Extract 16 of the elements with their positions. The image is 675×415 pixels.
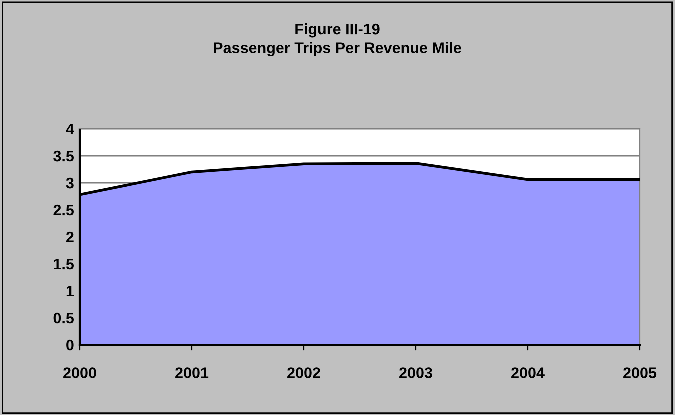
x-tick-label: 2000 bbox=[64, 368, 96, 378]
x-tick-label: 2003 bbox=[400, 368, 432, 378]
y-tick-label: 3.5 bbox=[54, 150, 74, 162]
y-tick-label: 2 bbox=[66, 232, 74, 243]
y-tick-label: 1.5 bbox=[54, 259, 74, 270]
chart-title: Figure III-19 Passenger Trips Per Revenue Mile bbox=[214, 23, 462, 57]
y-tick-label: 0.5 bbox=[54, 312, 74, 324]
x-tick-label: 2005 bbox=[624, 368, 657, 378]
y-tick-label: 2.5 bbox=[54, 204, 74, 216]
y-tick-label: 3 bbox=[66, 178, 74, 189]
x-tick-label: 2004 bbox=[512, 368, 545, 378]
y-tick-label: 1 bbox=[66, 286, 74, 297]
x-tick-label: 2001 bbox=[176, 368, 209, 378]
x-tick-label: 2002 bbox=[288, 368, 320, 378]
y-tick-label: 4 bbox=[66, 124, 74, 135]
y-tick-label: 0 bbox=[66, 340, 74, 351]
